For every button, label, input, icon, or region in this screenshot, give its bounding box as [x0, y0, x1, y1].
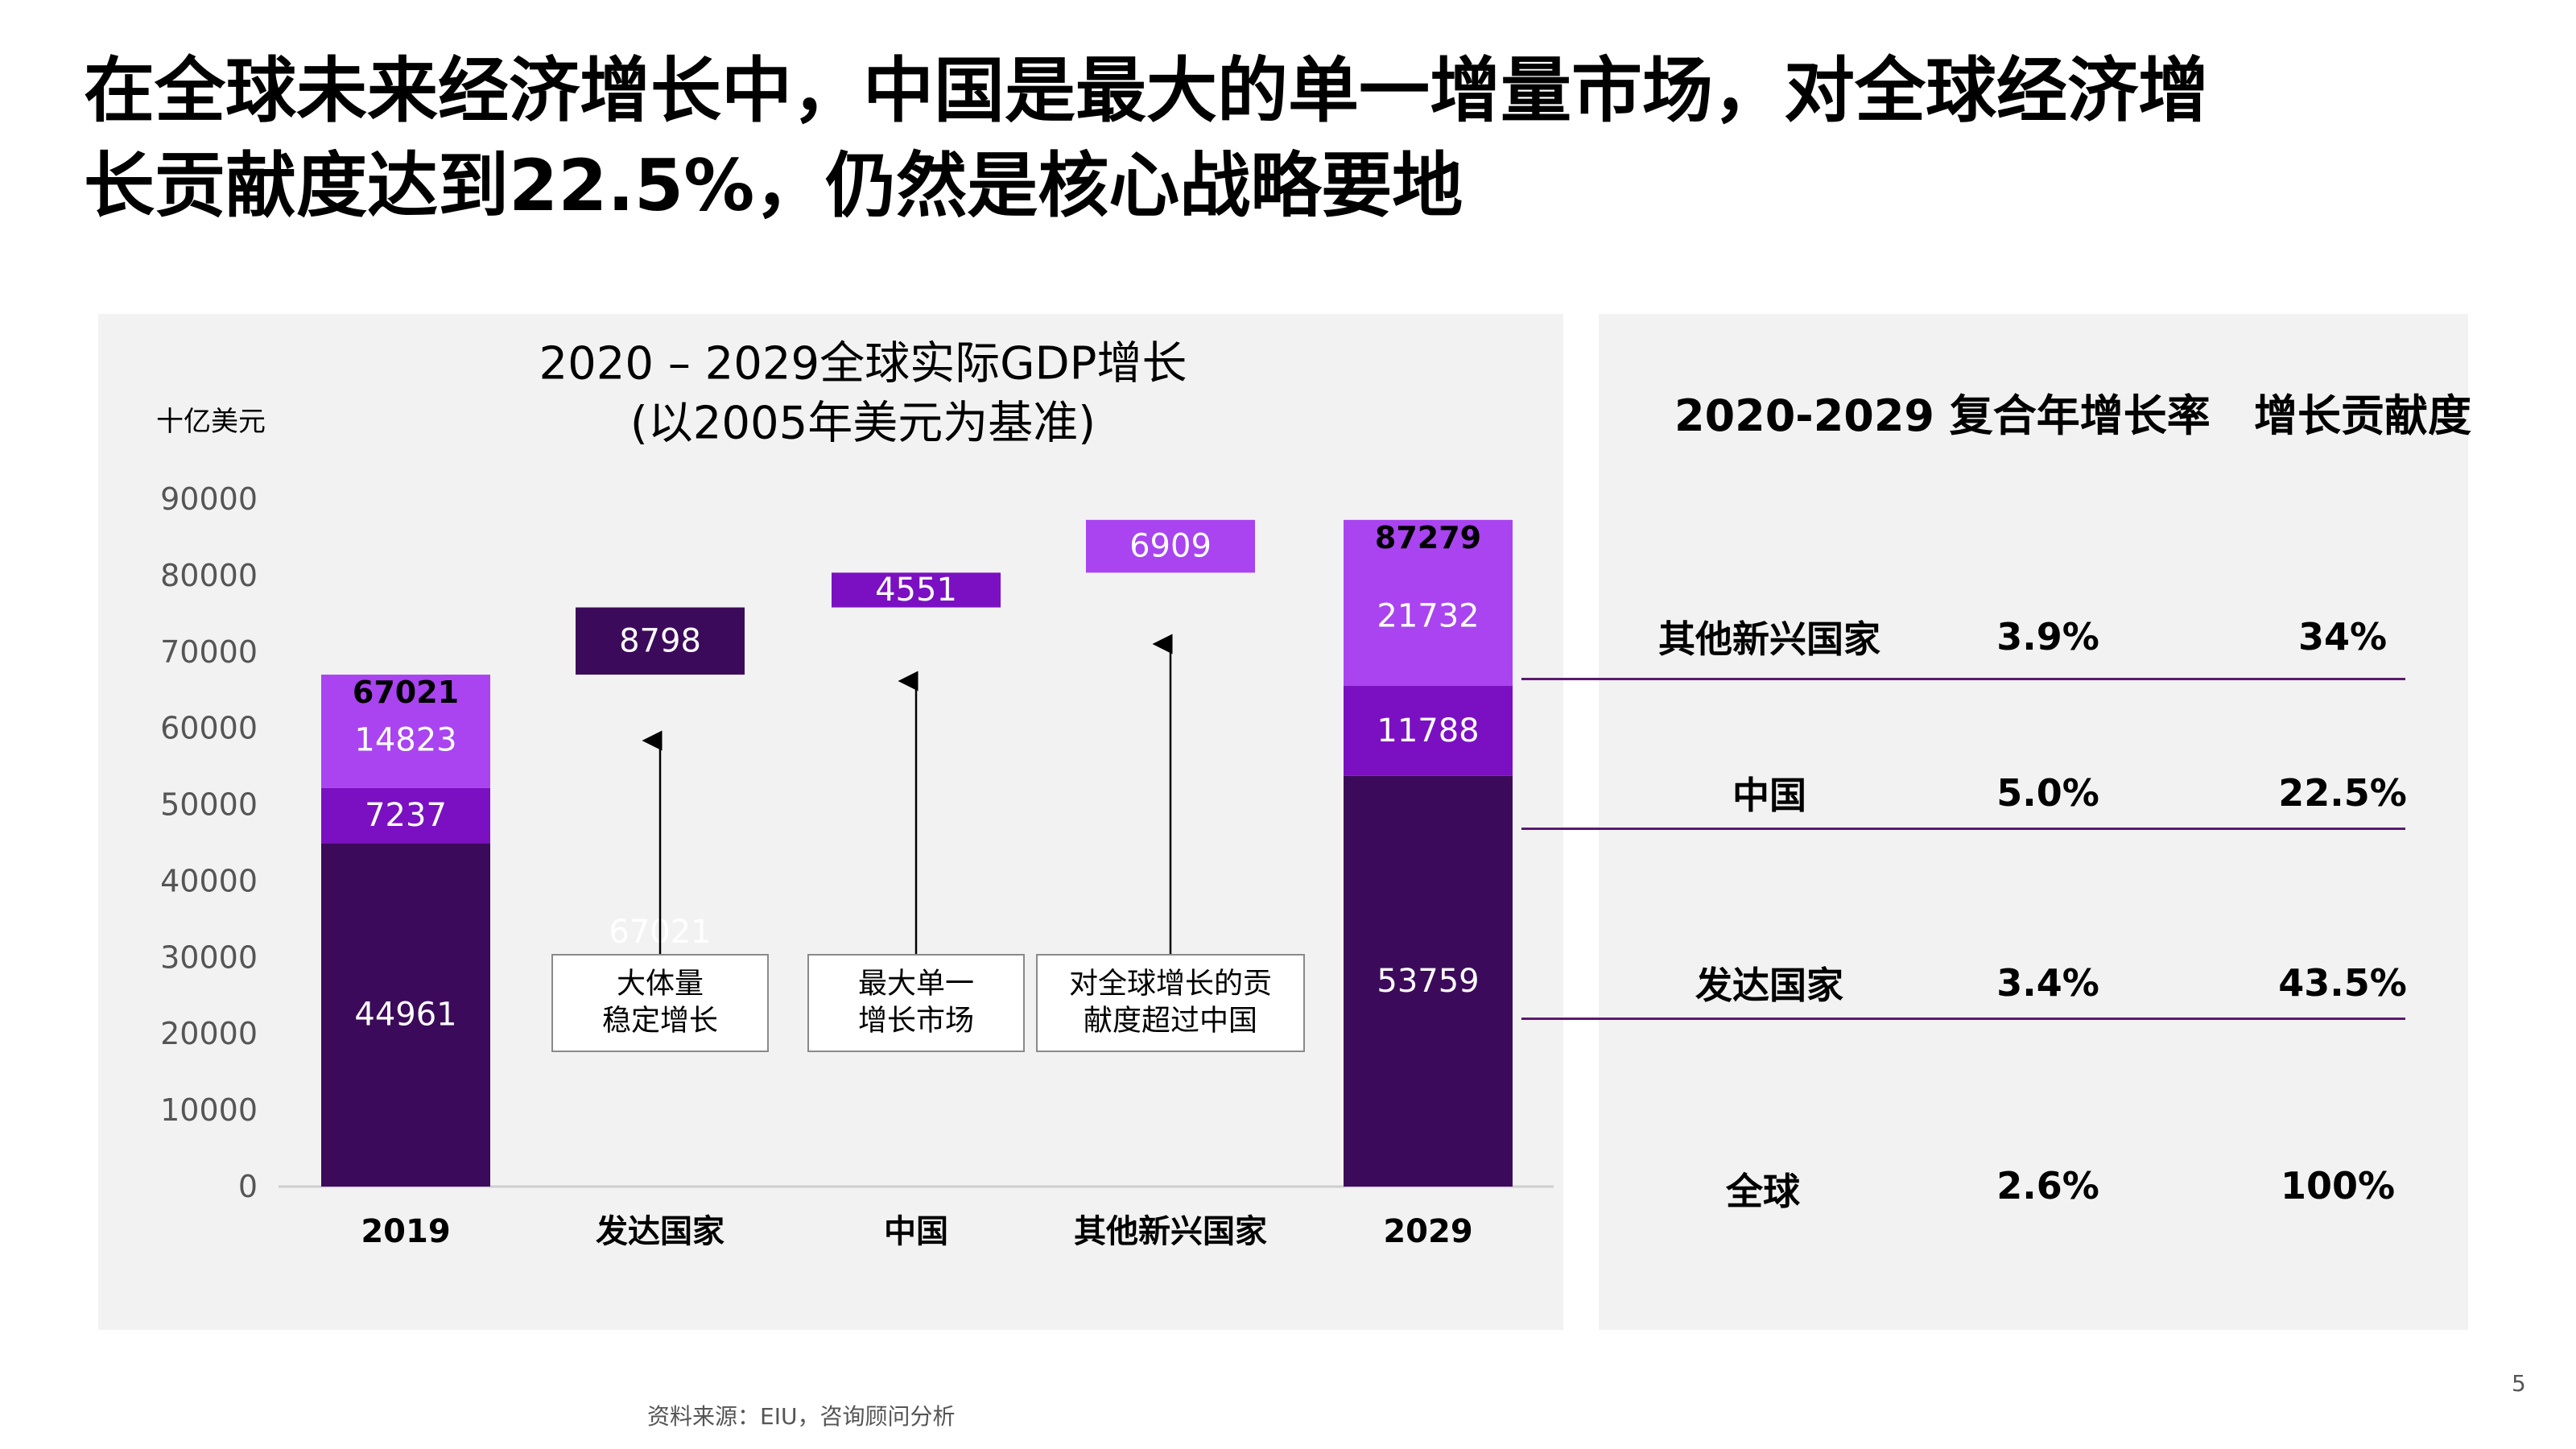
- y-tick-label: 0: [238, 1169, 258, 1204]
- table-cagr-1: 5.0%: [1996, 771, 2099, 815]
- bar-segment: [1344, 775, 1513, 1187]
- bar-segment: [1344, 686, 1513, 776]
- data-label: 14823: [354, 722, 456, 759]
- increment-label: 6909: [1129, 528, 1212, 565]
- x-tick-label: 中国: [884, 1213, 948, 1250]
- table-region-1: 中国: [1732, 774, 1806, 817]
- x-tick-label: 2029: [1383, 1213, 1472, 1250]
- table-contribution-1: 22.5%: [2278, 771, 2407, 815]
- table-header-contribution: 增长贡献度: [2254, 390, 2471, 441]
- y-tick-label: 20000: [160, 1016, 258, 1051]
- annotation-text: 对全球增长的贡: [1069, 968, 1272, 1001]
- x-tick-label: 2019: [361, 1213, 450, 1250]
- annotation-box: [551, 954, 769, 1052]
- chart-subtitle: (以2005年美元为基准): [630, 398, 1096, 450]
- increment-bar: [1086, 519, 1255, 573]
- source-note: 资料来源：EIU，咨询顾问分析: [647, 1403, 956, 1430]
- bar-segment: [321, 675, 490, 788]
- table-cagr-3: 2.6%: [1996, 1164, 2099, 1208]
- y-tick-label: 60000: [160, 711, 258, 746]
- page-number: 5: [2512, 1370, 2526, 1397]
- table-divider: [1521, 828, 2405, 830]
- y-axis-unit: 十亿美元: [156, 406, 266, 438]
- table-region-0: 其他新兴国家: [1658, 617, 1880, 661]
- table-cagr-0: 3.9%: [1996, 615, 2099, 658]
- bar-segment: [1344, 519, 1513, 687]
- data-label: 53759: [1377, 963, 1479, 1000]
- annotation-box: [1036, 954, 1305, 1052]
- table-panel: [1599, 314, 2468, 1330]
- x-tick-label: 发达国家: [596, 1213, 724, 1250]
- table-region-3: 全球: [1726, 1170, 1800, 1213]
- annotation-text: 增长市场: [858, 1005, 974, 1038]
- table-contribution-3: 100%: [2280, 1164, 2396, 1208]
- bar-segment: [321, 843, 490, 1187]
- y-tick-label: 40000: [160, 863, 258, 898]
- table-region-2: 发达国家: [1695, 964, 1843, 1007]
- chart-title: 2020 – 2029全球实际GDP增长: [539, 338, 1187, 390]
- y-tick-label: 80000: [160, 558, 258, 593]
- table-header-cagr: 2020-2029 复合年增长率: [1674, 390, 2211, 441]
- y-tick-label: 70000: [160, 634, 258, 670]
- annotation-text: 最大单一: [858, 968, 974, 1001]
- bar-segment: [321, 787, 490, 844]
- table-contribution-2: 43.5%: [2278, 961, 2407, 1005]
- y-tick-label: 10000: [160, 1092, 258, 1128]
- annotation-text: 献度超过中国: [1084, 1005, 1257, 1038]
- increment-label: 4551: [875, 572, 957, 609]
- total-label: 67021: [353, 675, 459, 710]
- total-label: 87279: [1375, 520, 1481, 555]
- table-contribution-0: 34%: [2297, 615, 2388, 658]
- data-label: 7237: [365, 797, 447, 834]
- annotation-box: [807, 954, 1025, 1052]
- x-tick-label: 其他新兴国家: [1074, 1213, 1267, 1250]
- page-title-line-1: 在全球未来经济增长中，中国是最大的单一增量市场，对全球经济增: [84, 49, 2210, 132]
- increment-label: 8798: [619, 622, 701, 659]
- data-label: 44961: [354, 997, 456, 1034]
- table-divider: [1521, 678, 2405, 680]
- table-divider: [1521, 1018, 2405, 1020]
- y-tick-label: 30000: [160, 939, 258, 975]
- annotation-text: 大体量: [617, 968, 704, 1001]
- page-title-line-2: 长贡献度达到22.5%，仍然是核心战略要地: [84, 144, 1463, 227]
- increment-bar: [832, 572, 1001, 608]
- increment-bar: [576, 607, 745, 675]
- table-cagr-2: 3.4%: [1996, 961, 2099, 1005]
- annotation-text: 稳定增长: [602, 1005, 718, 1038]
- y-tick-label: 50000: [160, 787, 258, 823]
- page-title: 在全球未来经济增长中，中国是最大的单一增量市场，对全球经济增 长贡献度达到22.…: [84, 43, 2418, 233]
- data-label: 11788: [1377, 712, 1479, 749]
- y-tick-label: 90000: [160, 481, 258, 517]
- data-label: 21732: [1377, 597, 1479, 634]
